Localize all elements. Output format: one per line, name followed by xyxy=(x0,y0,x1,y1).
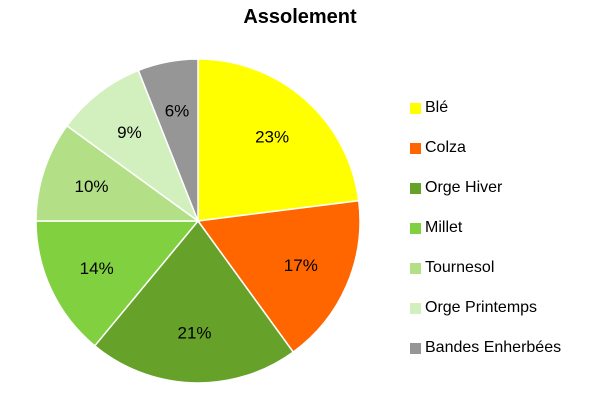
pie-slice-ble xyxy=(197,58,360,222)
legend-item-ble: Blé xyxy=(410,88,561,128)
legend-item-millet: Millet xyxy=(410,208,561,248)
chart-title: Assolement xyxy=(243,6,357,28)
pie-slice-colza xyxy=(196,199,361,354)
legend-swatch xyxy=(410,262,421,274)
legend-label: Orge Hiver xyxy=(425,179,503,196)
legend-label: Colza xyxy=(425,139,466,156)
legend-item-bandes-enherbees: Bandes Enherbées xyxy=(410,328,561,368)
legend-item-tournesol: Tournesol xyxy=(410,248,561,288)
legend-item-orge-printemps: Orge Printemps xyxy=(410,288,561,328)
legend-item-orge-hiver: Orge Hiver xyxy=(410,168,561,208)
legend-swatch xyxy=(410,302,421,314)
legend-label: Millet xyxy=(425,219,463,236)
chart-legend: Blé Colza Orge Hiver Millet Tournesol Orge Pr… xyxy=(410,88,561,368)
legend-swatch xyxy=(410,342,421,354)
legend-swatch xyxy=(410,102,421,114)
legend-label: Bandes Enherbées xyxy=(425,339,562,356)
legend-label: Orge Printemps xyxy=(425,299,538,316)
data-label-orge-hiver: 21% xyxy=(177,323,211,342)
data-label-millet: 14% xyxy=(80,259,114,278)
pie-slice-millet xyxy=(35,220,200,347)
data-label-colza: 17% xyxy=(284,256,318,275)
legend-swatch xyxy=(410,222,421,234)
legend-swatch xyxy=(410,142,421,154)
pie-slice-orge-printemps xyxy=(65,69,200,224)
data-label-tournesol: 10% xyxy=(74,177,108,196)
data-label-ble: 23% xyxy=(255,128,289,147)
legend-item-colza: Colza xyxy=(410,128,561,168)
legend-label: Blé xyxy=(425,99,449,116)
data-label-orge-printemps: 9% xyxy=(117,123,142,142)
data-label-bandes-enherbees: 6% xyxy=(165,102,190,121)
legend-swatch xyxy=(410,182,421,194)
pie-slice-tournesol xyxy=(35,124,201,222)
pie-slice-bandes-enherbees xyxy=(137,58,199,222)
legend-label: Tournesol xyxy=(425,259,495,276)
pie-slice-orge-hiver xyxy=(93,219,295,384)
